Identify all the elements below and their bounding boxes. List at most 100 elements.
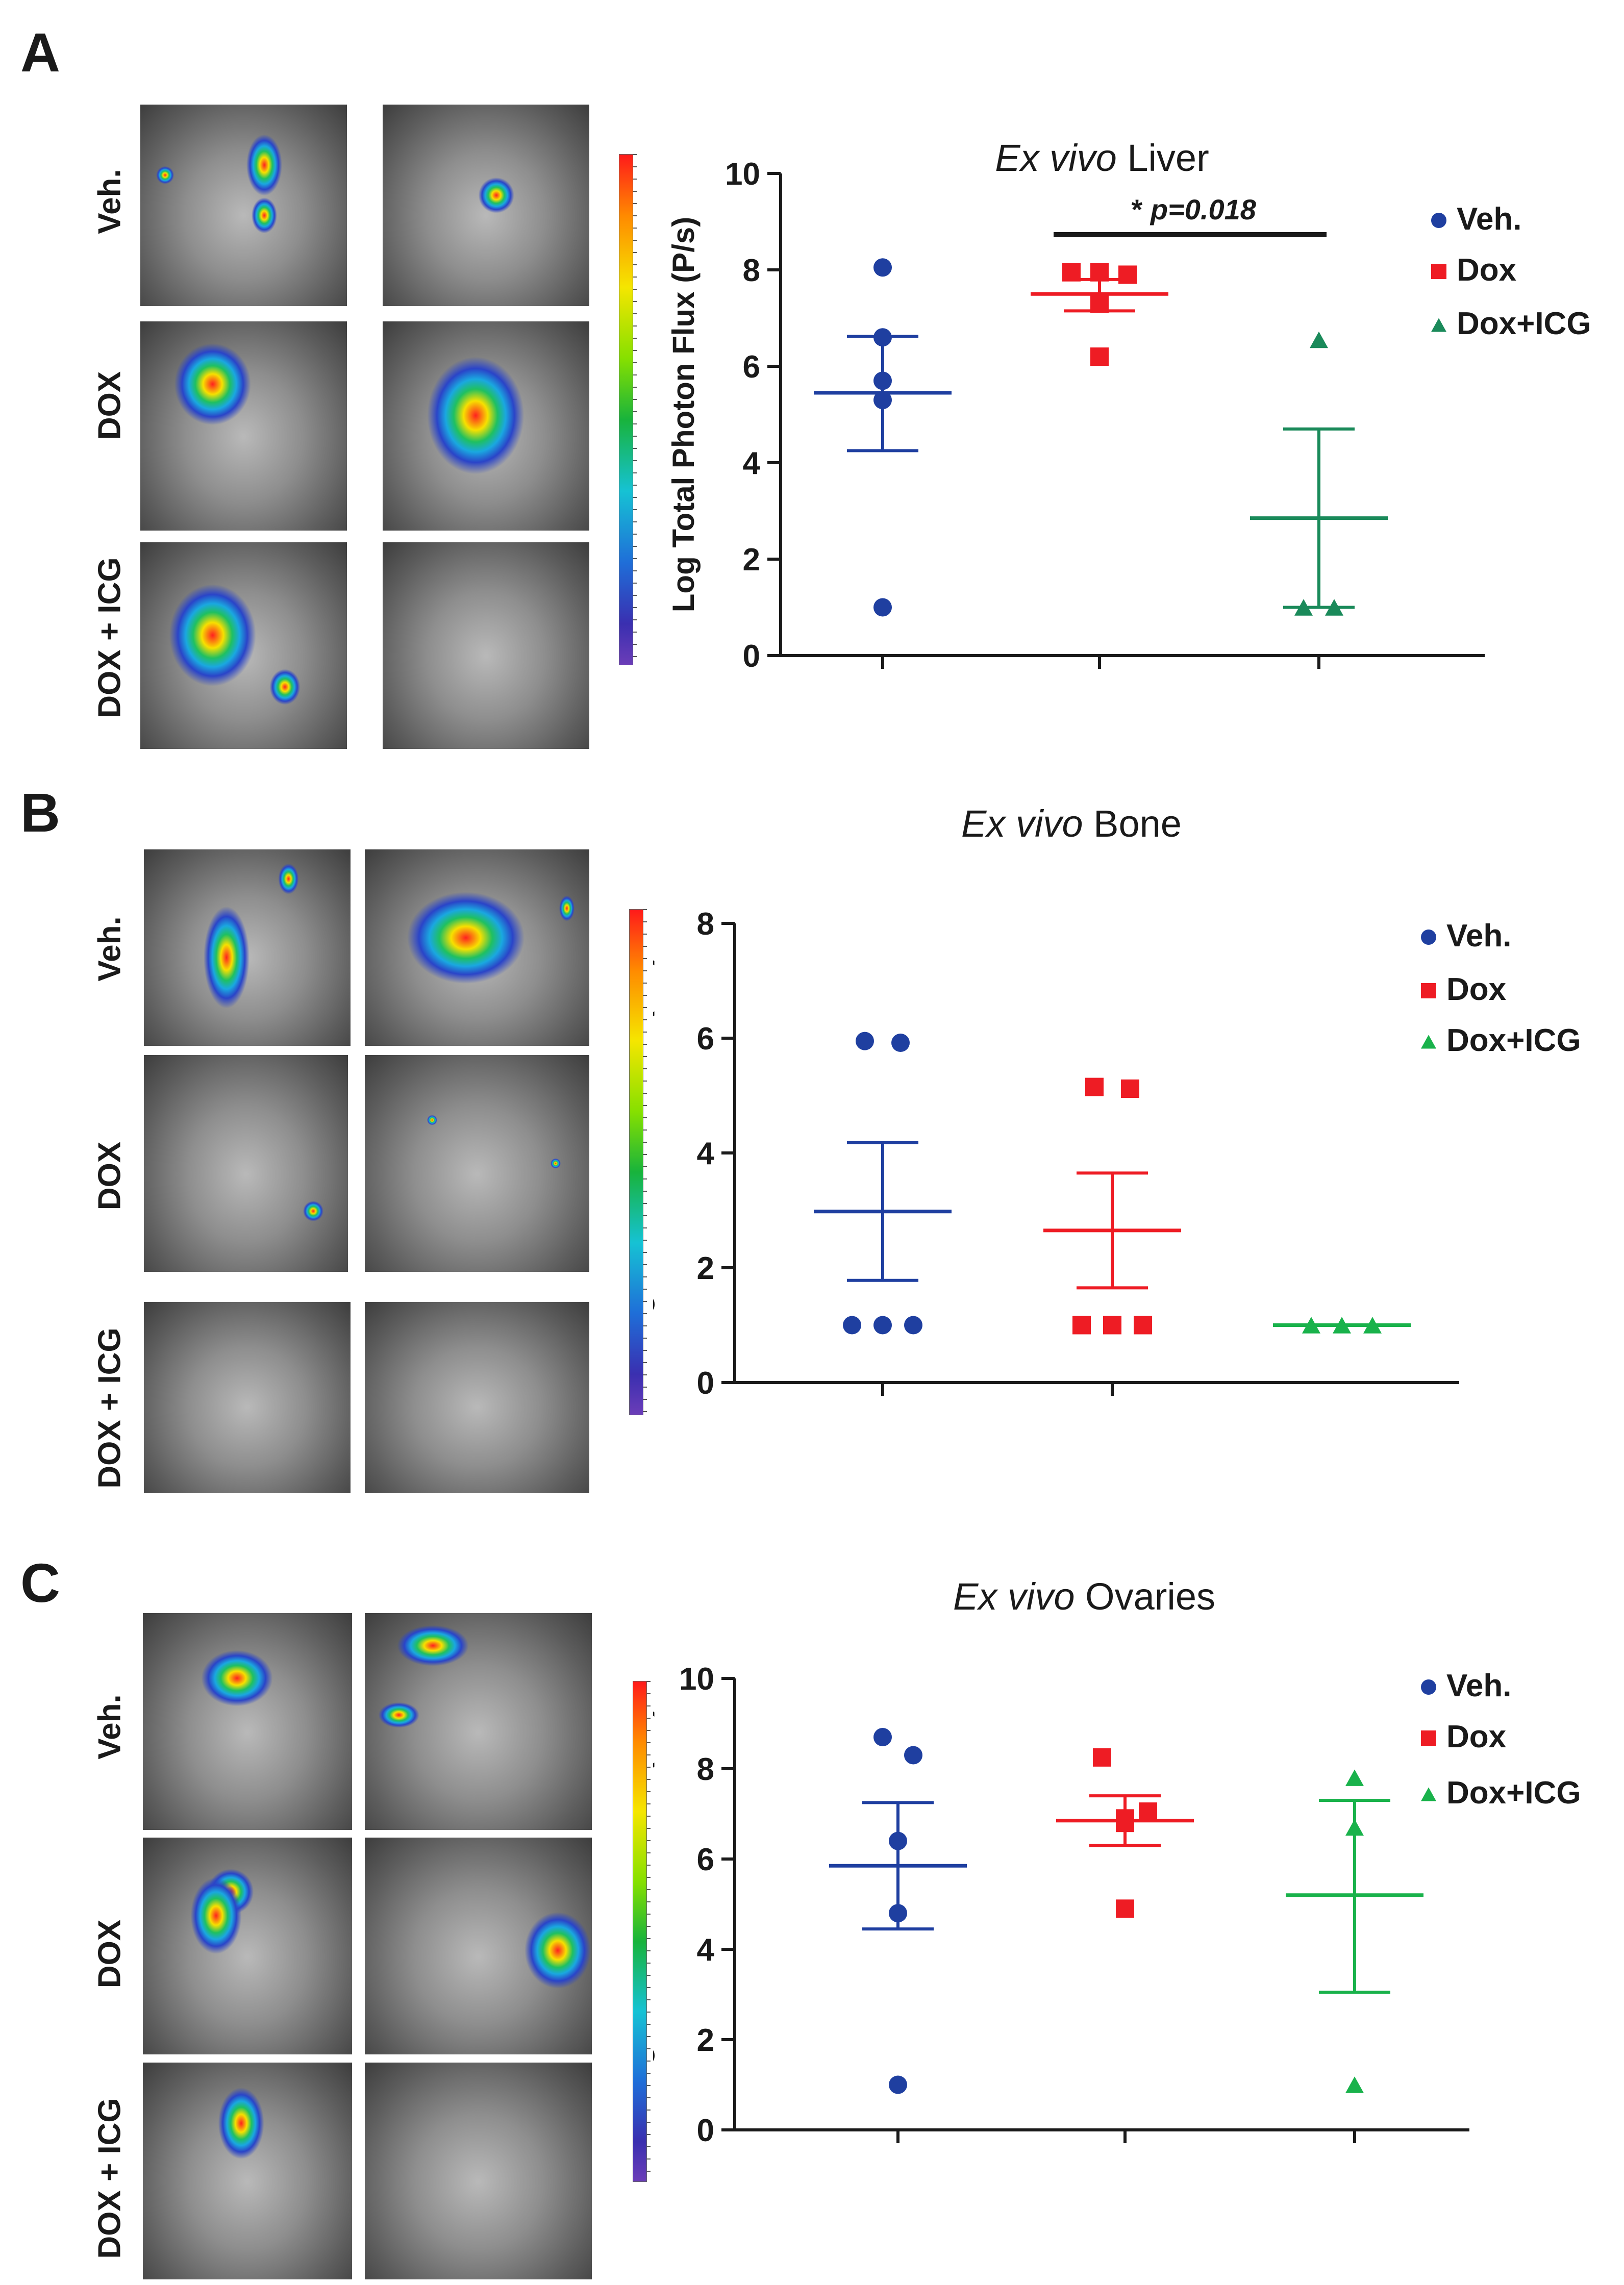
row-label-veh: Veh. [92, 1694, 128, 1760]
legend-label: Dox [1457, 253, 1517, 288]
legend-marker [1431, 264, 1446, 279]
data-point [856, 1032, 874, 1050]
data-point [1121, 1079, 1139, 1098]
legend-marker [1421, 1787, 1436, 1801]
data-point [889, 1904, 907, 1923]
data-point [1345, 1769, 1364, 1786]
data-point [1062, 263, 1081, 282]
legend-marker [1421, 930, 1436, 945]
data-point [904, 1746, 922, 1765]
y-tick-label: 4 [697, 1932, 715, 1968]
bone-tissue-photo [144, 849, 351, 1046]
y-tick-label: 8 [697, 907, 714, 942]
legend-label: Dox+ICG [1446, 1023, 1581, 1058]
liver-tissue-photo [383, 321, 589, 531]
data-point [1363, 1317, 1382, 1334]
data-point [873, 391, 892, 410]
liver-tissue-photo [383, 542, 589, 749]
bone-tissue-photo [144, 1302, 351, 1493]
y-tick-label: 10 [679, 1662, 714, 1697]
liver-tissue-photo [140, 105, 347, 306]
data-point [1072, 1316, 1091, 1335]
y-tick-label: 8 [743, 253, 760, 288]
chart-title: Ex vivo Liver [995, 137, 1209, 179]
legend-label: Dox [1446, 972, 1507, 1007]
liver-tissue-photo [140, 542, 347, 749]
y-axis-label: Log Total Photon Flux (P/s) [666, 217, 701, 612]
legend-marker [1431, 318, 1446, 332]
y-tick-label: 2 [697, 1251, 714, 1286]
y-axis-label: Log Total Photon Flux (P/s) [653, 1706, 655, 2102]
legend-label: Veh. [1457, 202, 1522, 237]
ovaries-chart: Ex vivo Ovaries Log Total Photon Flux (P/… [653, 1576, 1581, 2148]
bone-tissue-photo [365, 1055, 589, 1272]
legend-label: Veh. [1446, 1668, 1512, 1703]
data-point [873, 1728, 892, 1747]
ovary-tissue-photo [365, 1613, 592, 1830]
y-tick-label: 8 [697, 1752, 714, 1787]
y-tick-label: 6 [743, 349, 760, 385]
data-point [1090, 263, 1109, 282]
data-point [904, 1316, 922, 1335]
data-point [873, 371, 892, 390]
data-point [1325, 599, 1343, 616]
colorbar-b [629, 909, 643, 1415]
data-point [873, 258, 892, 277]
y-tick-label: 4 [743, 446, 761, 481]
legend-marker [1431, 213, 1446, 228]
data-point [1333, 1317, 1351, 1334]
data-point [873, 1316, 892, 1335]
data-point [1118, 265, 1137, 284]
data-point [891, 1034, 910, 1052]
colorbar-c [633, 1681, 647, 2182]
data-point [1093, 1748, 1111, 1767]
liver-tissue-photo [383, 105, 589, 306]
data-point [889, 2075, 907, 2094]
data-point [1302, 1317, 1320, 1334]
data-point [1345, 2076, 1364, 2093]
data-point [1116, 1814, 1134, 1832]
data-point [1345, 1819, 1364, 1836]
row-label-dox-icg: DOX + ICG [92, 557, 128, 718]
data-point [1134, 1316, 1152, 1335]
data-point [1090, 347, 1109, 366]
y-tick-label: 6 [697, 1842, 714, 1877]
legend-marker [1421, 1035, 1436, 1049]
y-tick-label: 10 [725, 157, 760, 192]
legend-label: Dox+ICG [1457, 306, 1591, 341]
ovary-tissue-photo [143, 1838, 352, 2054]
panel-letter-b: B [20, 782, 60, 843]
data-point [1139, 1802, 1157, 1821]
colorbar-ticks-b [643, 909, 647, 1414]
row-label-dox: DOX [92, 371, 128, 440]
liver-chart: Ex vivo Liver Log Total Photon Flux (P/s)… [666, 137, 1591, 674]
y-tick-label: 0 [743, 639, 760, 674]
bone-tissue-photo [365, 1302, 589, 1493]
panel-letter-a: A [20, 21, 60, 83]
data-point [889, 1831, 907, 1850]
row-label-dox: DOX [92, 1141, 128, 1211]
row-label-veh: Veh. [92, 169, 128, 234]
data-point [873, 328, 892, 347]
data-point [1085, 1077, 1104, 1096]
row-label-dox-icg: DOX + ICG [92, 2098, 128, 2259]
row-label-dox-icg: DOX + ICG [92, 1327, 128, 1489]
colorbar-ticks-c [646, 1681, 651, 2181]
legend-marker [1421, 983, 1436, 998]
chart-title: Ex vivo Bone [961, 806, 1182, 845]
y-axis-label: Log Total Photon Flux (P/s) [653, 955, 655, 1350]
bone-tissue-photo [365, 849, 589, 1046]
data-point [1090, 294, 1109, 313]
chart-title: Ex vivo Ovaries [953, 1576, 1215, 1618]
colorbar-ticks-a [633, 154, 637, 664]
ovary-tissue-photo [143, 2063, 352, 2279]
liver-tissue-photo [140, 321, 347, 531]
legend-label: Veh. [1446, 918, 1512, 953]
significance-label: * p=0.018 [1132, 193, 1257, 225]
ovary-tissue-photo [143, 1613, 352, 1830]
ovary-tissue-photo [365, 1838, 592, 2054]
row-label-veh: Veh. [92, 916, 128, 982]
colorbar-a [619, 154, 633, 665]
legend-label: Dox [1446, 1719, 1507, 1754]
bone-tissue-photo [144, 1055, 348, 1272]
